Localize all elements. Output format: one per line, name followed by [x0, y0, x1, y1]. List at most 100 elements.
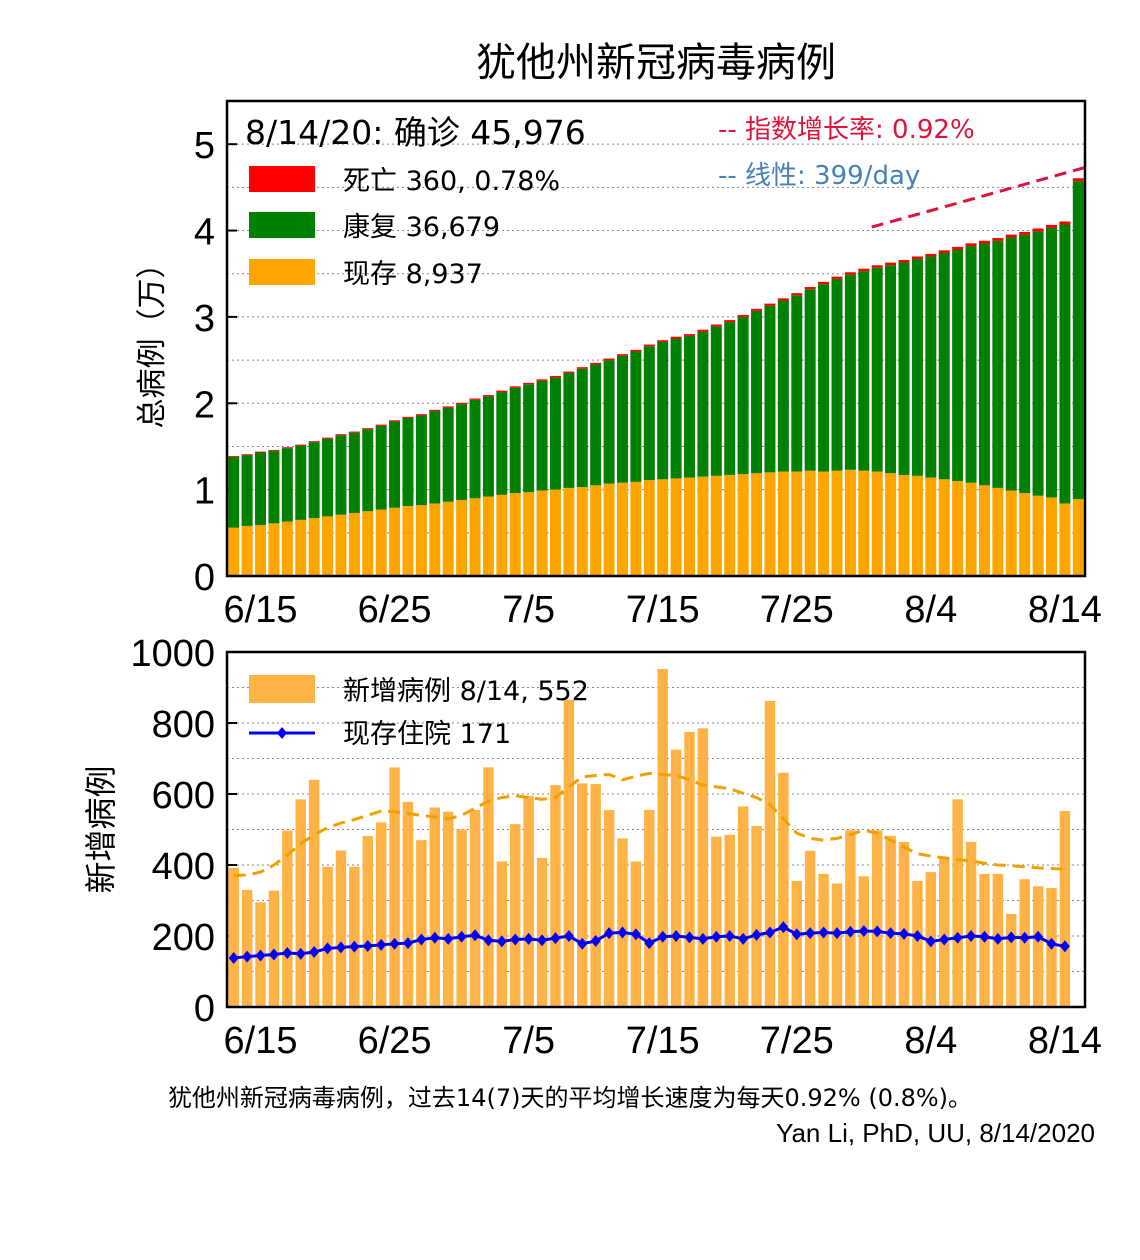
deaths-bar: [938, 250, 950, 253]
bottom-x-tick-label: 8/4: [904, 1020, 957, 1062]
deaths-bar: [911, 256, 923, 260]
new-cases-bar: [751, 825, 762, 1007]
active-bar: [871, 471, 883, 576]
top-x-tick-label: 7/5: [502, 589, 555, 631]
author-credit: Yan Li, PhD, UU, 8/14/2020: [776, 1118, 1095, 1148]
active-bar: [898, 474, 910, 576]
recovered-bar: [523, 384, 535, 493]
active-bar: [684, 477, 696, 576]
recovered-bar: [804, 289, 816, 471]
hospitalized-marker: [228, 952, 239, 965]
hospitalized-marker: [604, 927, 615, 940]
top-x-tick-label: 8/4: [904, 589, 957, 631]
deaths-bar: [1045, 224, 1057, 228]
new-cases-average-line: [233, 771, 1065, 878]
hospitalized-marker: [309, 945, 320, 958]
hospitalized-marker: [537, 934, 548, 947]
hospitalized-marker: [456, 930, 467, 943]
hospitalized-marker: [912, 930, 923, 942]
deaths-bar: [295, 444, 307, 446]
deaths-bar: [268, 449, 280, 451]
new-cases-bar: [456, 829, 467, 1007]
chart-title: 犹他州新冠病毒病例: [476, 40, 836, 86]
deaths-bar: [362, 428, 374, 430]
recovered-bar: [818, 284, 830, 472]
deaths-bar: [751, 308, 763, 311]
active-bar: [348, 512, 360, 576]
new-cases-bar: [523, 795, 534, 1007]
recovered-bar: [563, 373, 575, 488]
active-bar: [844, 469, 856, 576]
hospitalized-marker: [268, 948, 279, 961]
active-bar: [295, 519, 307, 576]
deaths-bar: [630, 349, 642, 352]
new-cases-bar: [791, 880, 802, 1007]
deaths-bar: [804, 287, 816, 290]
hospitalized-marker: [590, 934, 601, 947]
top-y-tick-label: 4: [194, 212, 215, 254]
active-bar: [415, 505, 427, 576]
top-y-tick-label: 0: [194, 557, 215, 599]
recovered-bar: [657, 341, 669, 480]
deaths-bar: [590, 362, 602, 365]
active-bar: [429, 503, 441, 576]
new-cases-bar: [416, 840, 427, 1007]
active-bar: [657, 479, 669, 576]
deaths-bar: [549, 375, 561, 378]
new-cases-bar: [644, 809, 655, 1007]
hospitalized-marker: [845, 925, 856, 938]
recovered-bar: [415, 415, 427, 506]
hospitalized-marker: [402, 937, 413, 950]
new-cases-bar: [711, 836, 722, 1007]
active-bar: [1059, 503, 1071, 576]
new-cases-bar: [912, 880, 923, 1007]
new-cases-bar: [1006, 913, 1017, 1007]
recovered-bar: [911, 259, 923, 476]
active-bar: [255, 525, 267, 576]
deaths-bar: [241, 454, 253, 456]
new-cases-bar: [737, 806, 749, 1007]
new-cases-bar: [603, 809, 615, 1007]
deaths-bar: [482, 395, 494, 397]
active-bar: [630, 481, 642, 576]
recovered-bar: [241, 455, 253, 526]
deaths-bar: [1032, 228, 1044, 232]
new-cases-bar: [724, 834, 735, 1007]
recovered-bar: [295, 445, 307, 520]
hospitalized-marker: [697, 932, 708, 945]
hospitalized-marker: [563, 930, 574, 942]
hospitalized-marker: [496, 935, 507, 948]
deaths-bar: [737, 314, 749, 317]
new-cases-bar: [885, 835, 896, 1007]
top-x-tick-label: 6/15: [224, 589, 298, 631]
new-cases-bar: [563, 699, 575, 1007]
new-cases-bar: [858, 876, 870, 1007]
hospitalized-marker: [684, 931, 695, 944]
new-cases-bar: [322, 866, 333, 1007]
recovered-bar: [362, 429, 374, 512]
active-bar: [482, 496, 494, 576]
deaths-bar: [616, 354, 628, 356]
deaths-bar: [710, 324, 722, 327]
deaths-bar: [496, 390, 508, 393]
recovered-bar: [871, 267, 883, 472]
active-bar: [509, 493, 521, 576]
recovered-bar: [938, 253, 950, 480]
new-cases-bar: [617, 838, 628, 1007]
bottom-y-tick-label: 600: [152, 775, 215, 817]
hospitalized-marker: [738, 932, 749, 945]
active-bar: [911, 475, 923, 576]
active-bar: [777, 471, 789, 576]
new-cases-bar: [228, 867, 239, 1007]
active-bar: [268, 523, 280, 576]
hospitalized-marker: [483, 934, 494, 947]
hospitalized-marker: [671, 930, 682, 942]
bottom-y-tick-label: 1000: [130, 633, 215, 675]
hospitalized-marker: [952, 931, 963, 944]
recovered-bar: [885, 265, 897, 474]
hospitalized-marker: [966, 930, 977, 942]
deaths-bar: [469, 398, 481, 400]
deaths-bar: [965, 243, 977, 247]
active-bar: [549, 489, 561, 576]
active-bar: [670, 478, 682, 576]
